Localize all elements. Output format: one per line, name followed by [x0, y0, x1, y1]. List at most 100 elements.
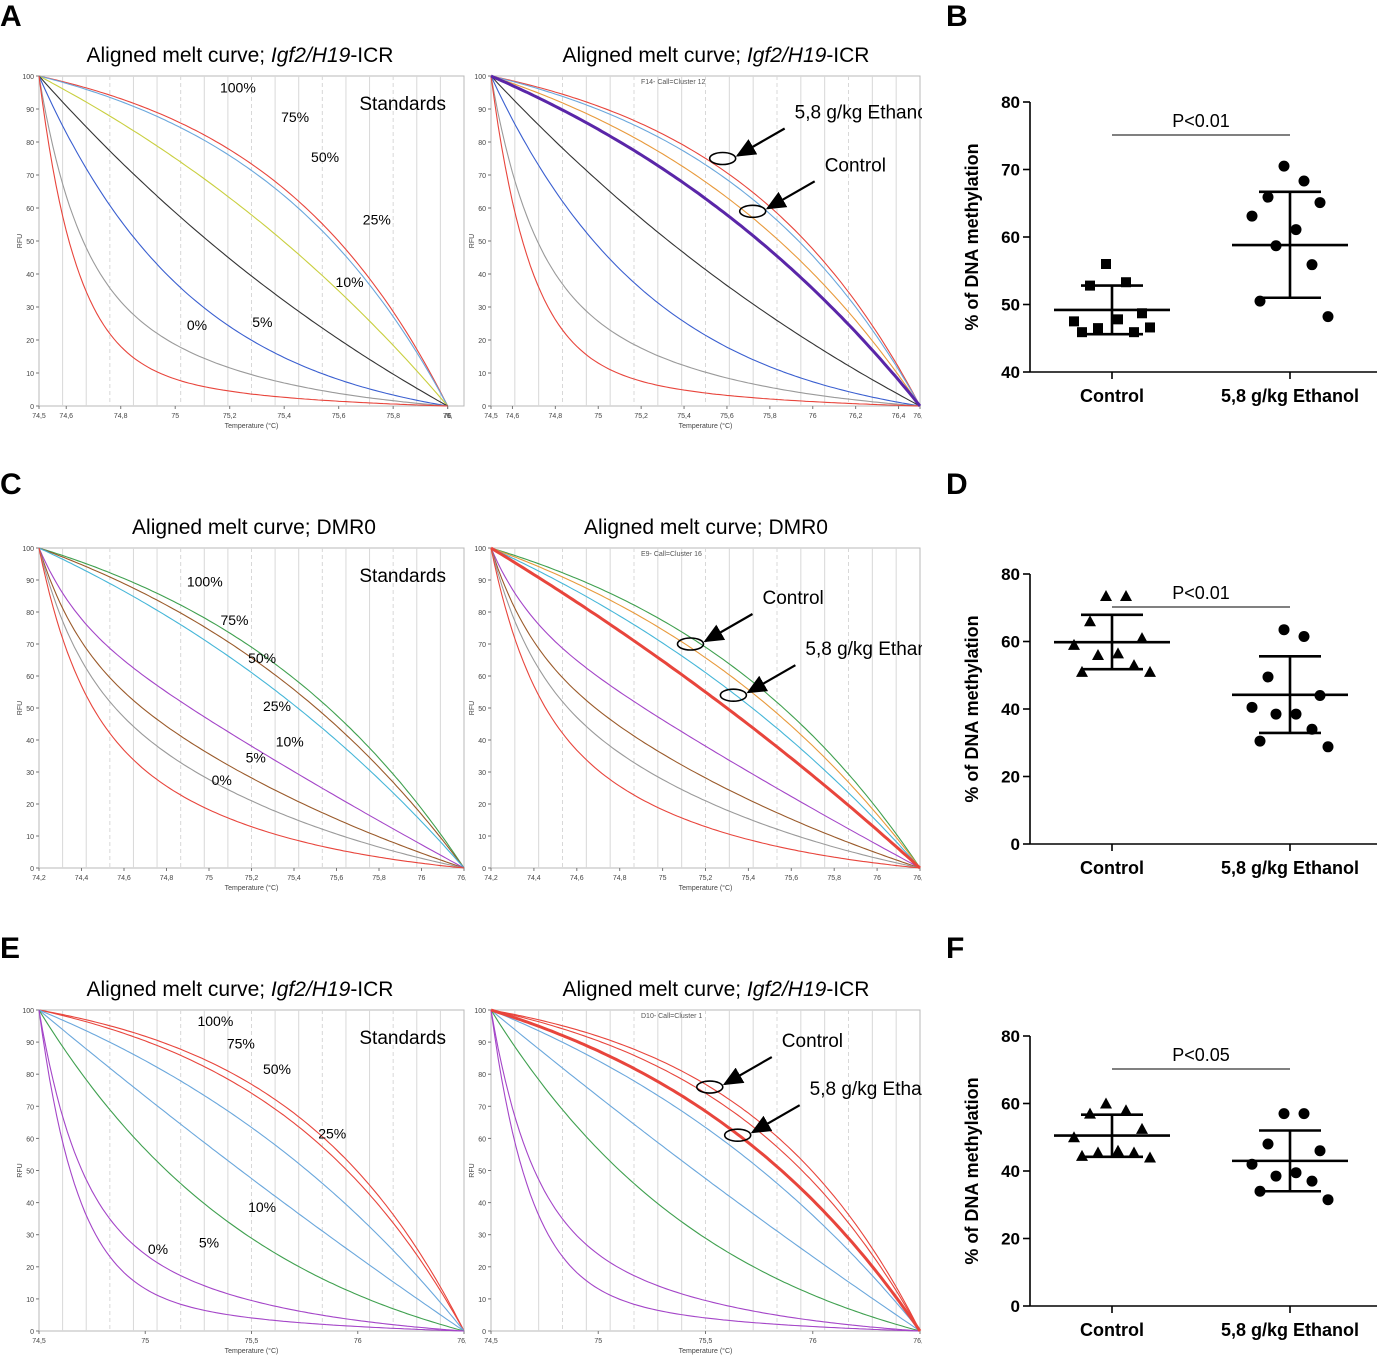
melt-plot: 0 10 20 30 40 50 60 70 80 90 100 RFU 74,2 74,4 74,6 74,… — [17, 546, 466, 892]
y-tick-label: 0 — [482, 1329, 486, 1336]
significance-label: P<0.01 — [1172, 111, 1230, 131]
data-point — [1246, 701, 1258, 713]
y-tick-label: 30 — [478, 305, 486, 312]
melt-title: Aligned melt curve; Igf2/H19-ICR — [86, 978, 394, 1001]
y-tick-label: 100 — [474, 1008, 486, 1015]
data-point — [1290, 224, 1302, 236]
y-tick-label: 40 — [1001, 700, 1020, 719]
melt-curve-5 — [490, 1009, 921, 1332]
annotation-label: Control — [825, 155, 886, 176]
melt-curve-5 — [490, 547, 921, 869]
data-point — [1100, 589, 1112, 601]
y-tick-label: 20 — [26, 338, 34, 345]
melt-curve-6 — [490, 75, 921, 407]
melt-panel-e-samples: 0 10 20 30 40 50 60 70 80 90 100 RFU 74,5 75 75,5 76 76,… — [466, 974, 922, 1365]
x-tick-label: 76 — [873, 875, 881, 882]
melt-curve-4 — [38, 547, 465, 869]
data-point — [1322, 1194, 1334, 1206]
y-tick-label: 0 — [30, 404, 34, 411]
y-tick-label: 80 — [26, 1072, 34, 1079]
data-point — [1084, 615, 1096, 627]
x-tick-label: 75 — [141, 1338, 149, 1345]
melt-curve-3 — [490, 547, 921, 869]
curve-label: 25% — [263, 698, 291, 714]
data-point — [1298, 1108, 1310, 1120]
melt-curve-4 — [490, 547, 921, 869]
y-tick-label: 70 — [478, 642, 486, 649]
melt-curve-1 — [38, 75, 449, 407]
data-point — [1270, 1170, 1282, 1182]
melt-curve-1 — [490, 547, 921, 869]
y-tick-label: 20 — [478, 802, 486, 809]
x-tick-label: 75 — [594, 413, 602, 420]
y-tick-label: 40 — [478, 272, 486, 279]
data-point — [1128, 659, 1140, 671]
data-point — [1254, 735, 1266, 747]
x-tick-label: 76,5 — [913, 1338, 922, 1345]
data-point — [1084, 1107, 1096, 1119]
annotation-label: 5,8 g/kg Ethanol — [795, 103, 922, 124]
melt-curve-4 — [38, 75, 448, 407]
y-tick-label: 50 — [478, 239, 486, 246]
melt-curve-3 — [490, 75, 921, 407]
x-tick-label: 74,8 — [549, 413, 563, 420]
melt-curve-3 — [38, 75, 448, 407]
annotation-ellipse — [719, 688, 748, 702]
y-tick-label: 0 — [30, 866, 34, 873]
data-point — [1314, 197, 1326, 209]
melt-curve-1 — [38, 1009, 465, 1332]
data-point — [1262, 671, 1274, 683]
y-tick-label: 100 — [474, 546, 486, 553]
y-tick-label: 10 — [26, 371, 34, 378]
melt-curve-3 — [38, 1009, 465, 1332]
melt-title: Aligned melt curve; Igf2/H19-ICR — [562, 978, 870, 1001]
melt-title: Aligned melt curve; DMR0 — [132, 516, 376, 539]
melt-curve-2 — [38, 75, 449, 407]
curve-label: 100% — [220, 80, 256, 96]
data-point — [1093, 323, 1103, 334]
melt-curve-5 — [38, 547, 465, 869]
y-axis-label: RFU — [17, 234, 24, 248]
melt-curve-4 — [38, 1009, 465, 1332]
y-tick-label: 30 — [26, 305, 34, 312]
x-tick-label: 74,5 — [32, 413, 46, 420]
data-point — [1270, 708, 1282, 720]
x-tick-label: 75,8 — [372, 875, 386, 882]
x-tick-label: Control — [1080, 858, 1144, 878]
melt-curve-0 — [38, 1009, 465, 1332]
y-tick-label: 50 — [1001, 296, 1020, 315]
curve-label: 10% — [248, 1199, 276, 1215]
melt-panel-a-samples: 0 10 20 30 40 50 60 70 80 90 100 RFU 74,5 74,6 74,8 75 7… — [466, 40, 922, 440]
x-tick-label: 75,8 — [827, 875, 841, 882]
panel-letter-f: F — [946, 932, 965, 965]
y-tick-label: 30 — [26, 1233, 34, 1240]
annotation-ellipse — [738, 204, 767, 219]
x-tick-label: 5,8 g/kg Ethanol — [1221, 386, 1359, 406]
x-tick-label: 75,2 — [223, 413, 237, 420]
melt-curve-2 — [38, 547, 465, 869]
data-point — [1092, 649, 1104, 660]
y-tick-label: 20 — [478, 1265, 486, 1272]
data-point — [1298, 630, 1310, 642]
x-tick-label: Control — [1080, 386, 1144, 406]
panel-letter-b: B — [946, 0, 968, 33]
data-point — [1077, 327, 1087, 338]
x-tick-label: 76,4 — [892, 413, 906, 420]
annotation-label: Control — [762, 588, 823, 609]
melt-curve-0 — [490, 75, 921, 407]
data-point — [1322, 311, 1334, 323]
data-point — [1314, 1145, 1326, 1157]
x-tick-label: 76,5 — [913, 413, 922, 420]
melt-curve-0 — [490, 547, 921, 869]
plot-frame — [490, 1009, 921, 1332]
x-axis-label: Temperature (°C) — [225, 1347, 279, 1355]
x-tick-label: 74,2 — [32, 875, 46, 882]
x-tick-label: 75,4 — [677, 413, 691, 420]
melt-curve-6 — [490, 547, 921, 869]
x-tick-label: 75,4 — [742, 875, 756, 882]
melt-curve-2 — [490, 75, 921, 407]
curve-label: 0% — [187, 317, 207, 333]
x-tick-label: 74,6 — [506, 413, 520, 420]
melt-title: Aligned melt curve; Igf2/H19-ICR — [86, 44, 394, 67]
x-tick-label: 76,2 — [457, 875, 466, 882]
